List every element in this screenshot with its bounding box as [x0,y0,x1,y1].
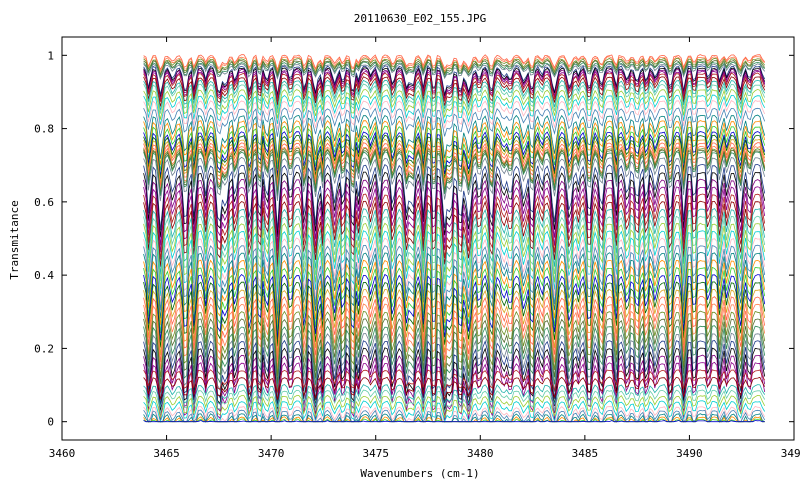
series-line [143,259,766,326]
series-line [143,215,766,282]
series-line [143,171,766,238]
series-line [143,100,766,130]
series-line [143,288,766,356]
y-tick-label: 0.4 [34,269,54,282]
series-line [143,163,766,231]
y-axis: 0 0.2 0.4 0.6 0.8 1 [34,49,794,429]
y-tick-label: 0.6 [34,196,54,209]
y-tick-label: 1 [47,49,54,62]
series-line [143,384,766,409]
series-line [143,59,766,77]
x-tick-label: 3460 [49,447,76,460]
series-line [143,63,766,80]
series-line [143,332,766,400]
series-line [143,207,766,275]
series-line [143,413,765,423]
x-tick-label: 3485 [572,447,599,460]
series-line [143,107,766,138]
x-tick-label: 3490 [676,447,703,460]
series-line [143,389,766,415]
y-tick-label: 0.8 [34,123,54,136]
series-layer [143,54,766,424]
x-tick-label: 3465 [153,447,180,460]
series-line [143,273,766,341]
series-line [143,237,766,304]
series-line [143,56,765,74]
series-line [143,230,766,297]
series-line [143,150,766,197]
series-line [143,369,766,394]
series-line [143,295,766,363]
y-axis-label: Transmitance [8,200,21,279]
x-axis: 3460 3465 3470 3475 3480 3485 3490 3495 [49,37,800,460]
series-line [143,57,766,76]
series-line [143,156,766,202]
chart-title: 20110630_E02_155.JPG [354,12,486,25]
series-line [143,420,765,423]
series-line [143,83,766,114]
series-line [143,72,766,102]
y-tick-label: 0 [47,416,54,429]
series-line [143,252,766,319]
series-line [143,222,766,290]
series-line [143,193,766,260]
series-line [143,186,766,253]
series-line [143,394,766,420]
series-line [143,114,766,159]
x-tick-label: 3480 [467,447,494,460]
series-line [143,376,766,401]
series-line [143,94,766,125]
series-line [143,325,766,393]
x-tick-label: 3495 [781,447,800,460]
series-line [143,303,766,370]
x-tick-label: 3475 [362,447,389,460]
series-line [143,76,766,107]
series-line [143,88,766,120]
y-tick-label: 0.2 [34,342,54,355]
series-line [143,281,766,348]
x-tick-label: 3470 [258,447,285,460]
x-axis-label: Wavenumbers (cm-1) [360,467,479,480]
series-line [143,125,766,171]
series-line [143,400,766,424]
series-line [143,120,766,165]
series-line [143,61,765,79]
series-line [143,409,766,423]
plot-frame [61,36,795,441]
series-line [143,317,766,384]
series-line [143,405,766,424]
